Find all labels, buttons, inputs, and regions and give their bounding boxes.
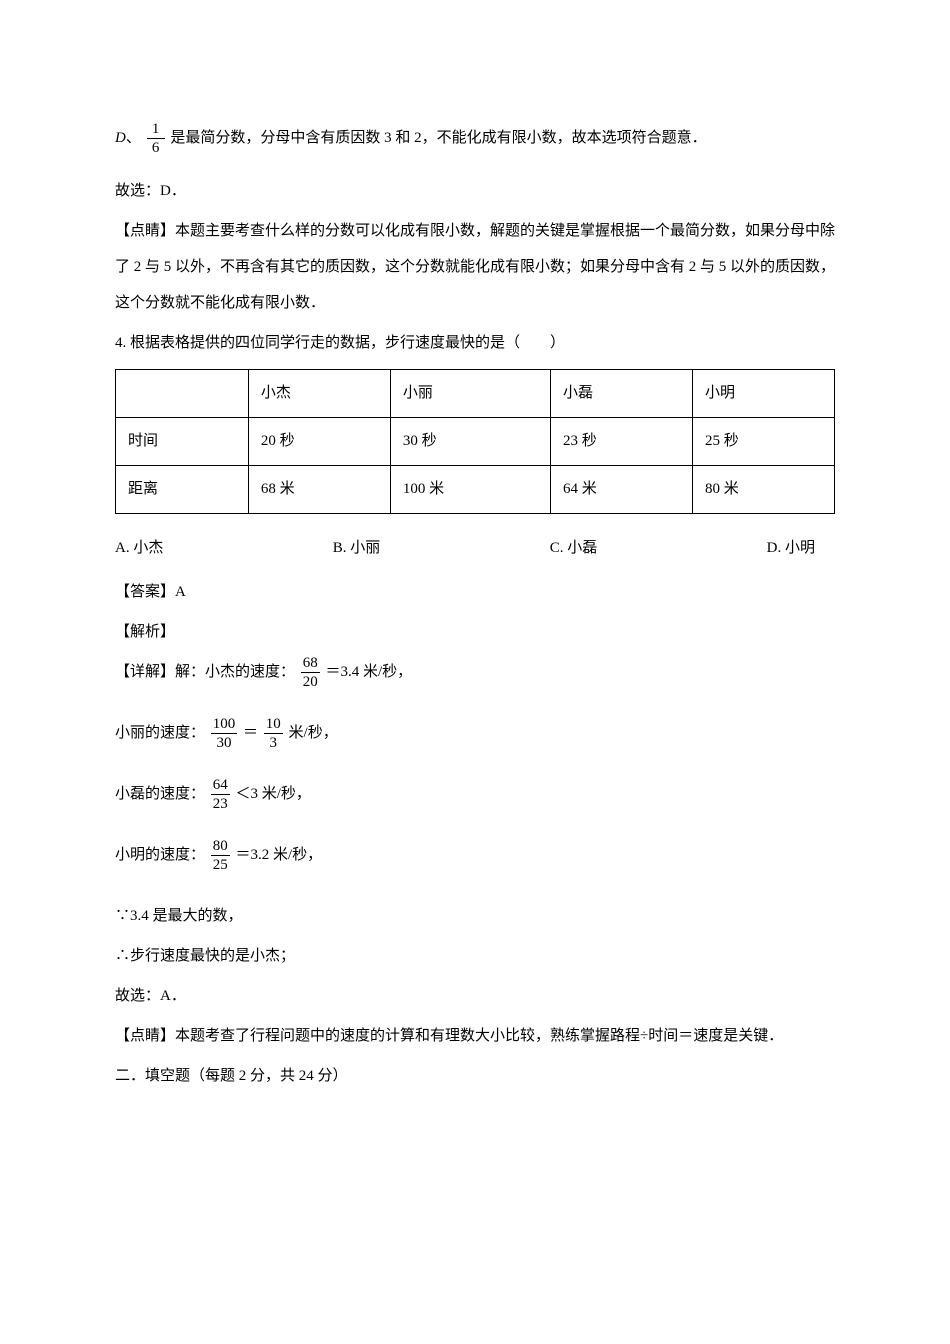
text-prefix: 小丽的速度： (115, 725, 205, 741)
table-header-row: 小杰 小丽 小磊 小明 (116, 370, 835, 418)
fraction-denominator: 20 (301, 673, 320, 691)
option-d-letter: D (115, 130, 126, 146)
fraction-denominator: 23 (211, 795, 230, 813)
dianqing-paragraph: 【点睛】本题主要考查什么样的分数可以化成有限小数，解题的关键是掌握根据一个最简分… (115, 213, 835, 321)
detail-xiaoli: 小丽的速度： 100 30 ＝ 10 3 米/秒， (115, 715, 835, 752)
answer-label: 【答案】A (115, 574, 835, 610)
data-table: 小杰 小丽 小磊 小明 时间 20 秒 30 秒 23 秒 25 秒 距离 68… (115, 369, 835, 514)
table-cell: 小明 (692, 370, 834, 418)
fraction-numerator: 1 (150, 120, 162, 138)
detail-xiaojie: 【详解】解：小杰的速度： 68 20 ＝3.4 米/秒， (115, 654, 835, 691)
text-suffix: ＜3 米/秒， (236, 786, 311, 802)
text-prefix: 、 (126, 130, 141, 146)
fraction-denominator: 25 (211, 856, 230, 874)
paragraph-d-option: D、 1 6 是最简分数，分母中含有质因数 3 和 2，不能化成有限小数，故本选… (115, 120, 835, 157)
option-b: B. 小丽 (333, 530, 381, 566)
fraction-10-3: 10 3 (264, 715, 283, 752)
conclusion-2: ∴步行速度最快的是小杰； (115, 938, 835, 974)
section-2-title: 二．填空题（每题 2 分，共 24 分） (115, 1058, 835, 1094)
text-suffix: 是最简分数，分母中含有质因数 3 和 2，不能化成有限小数，故本选项符合题意． (170, 130, 706, 146)
fraction-numerator: 100 (211, 715, 238, 733)
fraction-denominator: 6 (150, 139, 162, 157)
fraction-numerator: 80 (211, 837, 230, 855)
text-suffix: 米/秒， (289, 725, 338, 741)
text-prefix: 小明的速度： (115, 847, 205, 863)
conclusion-3: 故选：A． (115, 978, 835, 1014)
table-cell: 小杰 (248, 370, 390, 418)
detail-xiaolei: 小磊的速度： 64 23 ＜3 米/秒， (115, 776, 835, 813)
text-prefix: 小磊的速度： (115, 786, 205, 802)
option-a: A. 小杰 (115, 530, 163, 566)
fraction-80-25: 80 25 (211, 837, 230, 874)
table-cell: 68 米 (248, 466, 390, 514)
fraction-1-6: 1 6 (147, 120, 165, 157)
analysis-label: 【解析】 (115, 614, 835, 650)
fraction-denominator: 3 (268, 734, 280, 752)
option-d: D. 小明 (767, 530, 815, 566)
fraction-numerator: 68 (301, 654, 320, 672)
table-cell: 小丽 (390, 370, 550, 418)
fraction-numerator: 64 (211, 776, 230, 794)
table-cell: 80 米 (692, 466, 834, 514)
table-cell: 100 米 (390, 466, 550, 514)
equal-sign: ＝ (243, 725, 258, 741)
fraction-64-23: 64 23 (211, 776, 230, 813)
table-cell: 20 秒 (248, 418, 390, 466)
table-cell: 时间 (116, 418, 249, 466)
fraction-100-30: 100 30 (211, 715, 238, 752)
option-c: C. 小磊 (550, 530, 598, 566)
detail-xiaoming: 小明的速度： 80 25 ＝3.2 米/秒， (115, 837, 835, 874)
fraction-denominator: 30 (215, 734, 234, 752)
table-cell (116, 370, 249, 418)
dianqing-final: 【点睛】本题考查了行程问题中的速度的计算和有理数大小比较，熟练掌握路程÷时间＝速… (115, 1018, 835, 1054)
fraction-68-20: 68 20 (301, 654, 320, 691)
answer-line: 故选：D． (115, 173, 835, 209)
conclusion-1: ∵3.4 是最大的数， (115, 898, 835, 934)
text-suffix: ＝3.2 米/秒， (236, 847, 323, 863)
fraction-numerator: 10 (264, 715, 283, 733)
table-cell: 30 秒 (390, 418, 550, 466)
text-suffix: ＝3.4 米/秒， (326, 664, 413, 680)
text-prefix: 【详解】解：小杰的速度： (115, 664, 295, 680)
table-cell: 距离 (116, 466, 249, 514)
table-cell: 小磊 (551, 370, 693, 418)
table-cell: 25 秒 (692, 418, 834, 466)
table-cell: 64 米 (551, 466, 693, 514)
table-row: 时间 20 秒 30 秒 23 秒 25 秒 (116, 418, 835, 466)
question-4-stem: 4. 根据表格提供的四位同学行走的数据，步行速度最快的是（ ） (115, 325, 835, 361)
options-row: A. 小杰 B. 小丽 C. 小磊 D. 小明 (115, 530, 835, 566)
table-cell: 23 秒 (551, 418, 693, 466)
table-row: 距离 68 米 100 米 64 米 80 米 (116, 466, 835, 514)
